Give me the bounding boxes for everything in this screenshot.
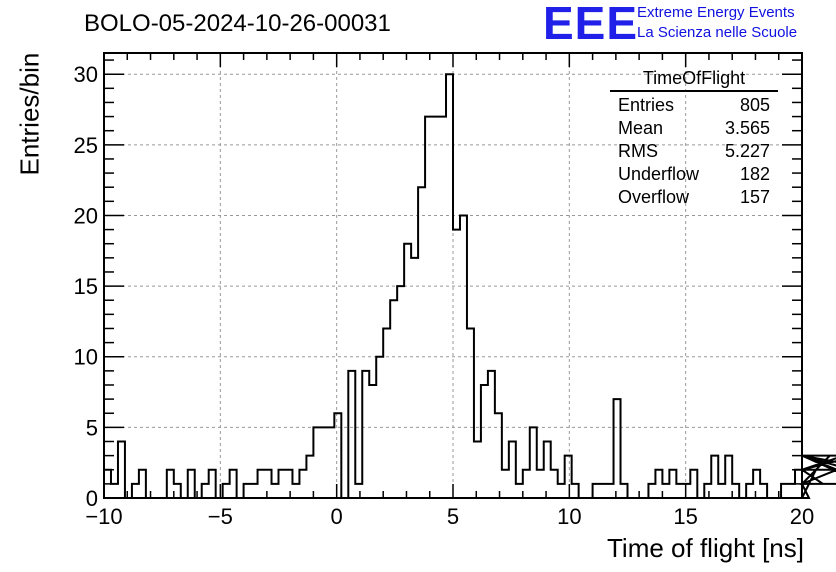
x-tick-label: −5 — [208, 504, 233, 529]
axis-ticks — [103, 53, 803, 499]
x-axis-label: Time of flight [ns] — [607, 533, 804, 563]
y-tick-label: 20 — [74, 203, 98, 228]
stats-box: TimeOfFlight Entries 805 Mean 3.565 RMS 5.227… — [610, 68, 778, 209]
y-tick-label: 25 — [74, 133, 98, 158]
y-tick-label: 5 — [86, 415, 98, 440]
stats-label: RMS — [618, 141, 658, 161]
stats-label: Entries — [618, 95, 675, 115]
stats-value: 805 — [739, 95, 770, 115]
stats-label: Mean — [618, 118, 664, 138]
stats-title: TimeOfFlight — [610, 68, 778, 92]
stats-row: Mean 3.565 — [610, 117, 778, 140]
stats-row: Overflow 157 — [610, 186, 778, 209]
y-tick-label: 30 — [74, 62, 98, 87]
stats-rows: Entries 805 Mean 3.565 RMS 5.227 Underflow 182 O… — [610, 94, 778, 209]
logo-line-1: Extreme Energy Events — [637, 4, 795, 21]
y-tick-label: 10 — [74, 345, 98, 370]
run-title: BOLO-05-2024-10-26-00031 — [84, 10, 391, 37]
y-tick-label: 15 — [74, 274, 98, 299]
y-axis-label: Entries/bin — [14, 52, 45, 176]
x-tick-label: −10 — [85, 504, 122, 529]
x-tick-label: 15 — [673, 504, 697, 529]
stats-label: Underflow — [618, 164, 700, 184]
stats-row: RMS 5.227 — [610, 140, 778, 163]
stats-label: Overflow — [618, 187, 690, 207]
x-tick-label: 20 — [790, 504, 814, 529]
stats-row: Entries 805 — [610, 94, 778, 117]
x-tick-label: 5 — [447, 504, 459, 529]
eee-logo: EEE — [543, 0, 639, 49]
histogram-series — [103, 73, 836, 499]
stats-row: Underflow 182 — [610, 163, 778, 186]
logo-line-2: La Scienza nelle Scuole — [637, 24, 798, 41]
y-tick-label: 0 — [86, 486, 98, 511]
axis-tick-labels: −10 −5 0 5 10 15 20 0 5 10 15 20 25 30 — [74, 62, 815, 529]
stats-value: 5.227 — [724, 141, 770, 161]
stats-value: 3.565 — [724, 118, 770, 138]
x-tick-label: 10 — [557, 504, 581, 529]
stats-value: 182 — [739, 164, 770, 184]
stats-value: 157 — [739, 187, 770, 207]
x-tick-label: 0 — [331, 504, 343, 529]
